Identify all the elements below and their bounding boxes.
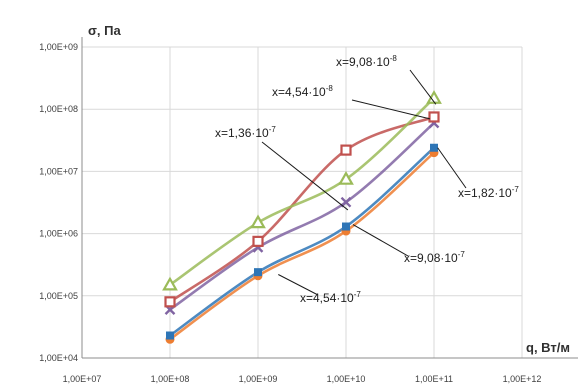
annotation-leader xyxy=(261,141,349,211)
x-tick-label: 1,00E+12 xyxy=(503,374,542,384)
x-tick-label: 1,00E+10 xyxy=(327,374,366,384)
annotation-label: x=9,08·10-7 xyxy=(404,250,465,265)
series-markers xyxy=(162,90,442,344)
y-tick-label: 1,00E+08 xyxy=(39,104,78,114)
annotation-exponent: -8 xyxy=(390,54,398,63)
data-point xyxy=(338,170,354,185)
x-tick-label: 1,00E+09 xyxy=(239,374,278,384)
annotation-label: x=4,54·10-7 xyxy=(300,290,361,305)
data-point-stroke xyxy=(340,196,352,208)
series-line xyxy=(169,146,435,337)
data-point xyxy=(162,276,178,291)
series-line xyxy=(169,115,435,303)
x-tick-label: 1,00E+08 xyxy=(151,374,190,384)
annotation-base: x=9,08·10 xyxy=(336,55,390,69)
annotation-leader xyxy=(437,147,467,189)
y-tick-label: 1,00E+06 xyxy=(39,229,78,239)
annotation-base: x=4,54·10 xyxy=(272,85,326,99)
data-point xyxy=(430,143,438,152)
x-tick-label: 1,00E+11 xyxy=(415,374,453,384)
annotation-label: x=9,08·10-8 xyxy=(336,54,397,69)
annotation-label: x=1,82·10-7 xyxy=(458,185,519,200)
axes xyxy=(81,37,578,359)
annotation-exponent: -7 xyxy=(512,185,520,194)
annotation-base: x=4,54·10 xyxy=(300,291,354,305)
annotation-label: x=1,36·10-7 xyxy=(215,125,276,140)
y-tick-label: 1,00E+09 xyxy=(39,42,78,52)
tick-labels: 1,00E+04 1,00E+05 1,00E+06 1,00E+07 1,00E+08… xyxy=(39,42,541,384)
series-line xyxy=(169,151,435,341)
data-point xyxy=(254,268,262,277)
data-point xyxy=(164,296,176,308)
annotation-exponent: -8 xyxy=(326,84,334,93)
annotation-base: x=9,08·10 xyxy=(404,251,458,265)
annotation-leader xyxy=(352,224,409,257)
annotation-leader xyxy=(351,99,431,120)
annotation-leader xyxy=(278,274,319,296)
annotation-base: x=1,36·10 xyxy=(215,126,269,140)
y-axis-title: σ, Па xyxy=(88,23,121,38)
data-point xyxy=(428,111,440,123)
y-tick-label: 1,00E+07 xyxy=(39,166,78,176)
annotation-base: x=1,82·10 xyxy=(458,186,512,200)
x-tick-label: 1,00E+07 xyxy=(63,374,102,384)
data-point xyxy=(342,222,350,231)
series-line xyxy=(169,97,435,286)
data-point xyxy=(250,214,266,229)
data-point xyxy=(166,331,174,340)
data-point xyxy=(252,235,264,247)
annotation-exponent: -7 xyxy=(354,290,362,299)
data-point xyxy=(340,196,352,208)
annotation-exponent: -7 xyxy=(458,250,466,259)
annotations: x=9,08·10-8x=4,54·10-8x=1,36·10-7x=1,82·… xyxy=(215,54,519,305)
series-lines xyxy=(169,97,435,341)
annotation-label: x=4,54·10-8 xyxy=(272,84,333,99)
y-tick-label: 1,00E+05 xyxy=(39,291,78,301)
series-line xyxy=(169,122,435,311)
y-tick-label: 1,00E+04 xyxy=(39,353,78,363)
annotation-leader xyxy=(409,69,437,105)
annotation-exponent: -7 xyxy=(269,125,277,134)
data-point xyxy=(340,144,352,156)
x-axis-title: q, Вт/м xyxy=(526,340,570,355)
